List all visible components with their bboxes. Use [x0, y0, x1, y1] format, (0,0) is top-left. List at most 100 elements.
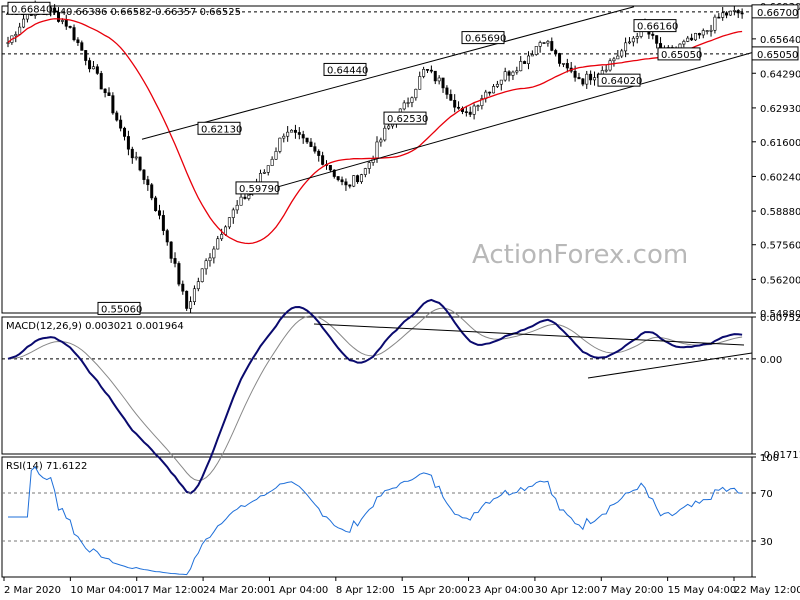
- price-tick-label: 0.64290: [760, 69, 800, 80]
- price-tick-label: 0.60240: [760, 172, 800, 183]
- annotation-box: [597, 73, 641, 87]
- candle-body: [146, 179, 150, 186]
- candle-body: [14, 34, 18, 37]
- candle-body: [243, 196, 247, 199]
- candle-body: [99, 73, 103, 90]
- candles-group: [6, 0, 744, 314]
- candle-body: [655, 35, 659, 44]
- candle-body: [169, 241, 173, 259]
- candle-body: [200, 268, 204, 282]
- candle-body: [270, 158, 274, 166]
- candle-body: [6, 42, 10, 44]
- annotation-box: [7, 1, 51, 15]
- candle-body: [418, 76, 422, 90]
- candle-body: [728, 10, 732, 16]
- annotation-label: 0.65050: [661, 50, 702, 61]
- candle-body: [84, 50, 88, 61]
- candle-body: [192, 288, 196, 302]
- annotation-box: [235, 181, 279, 195]
- candle-body: [301, 134, 305, 139]
- candle-body: [115, 112, 119, 121]
- candle-body: [713, 16, 717, 31]
- rsi-tick-label: 70: [760, 489, 773, 500]
- candle-body: [208, 257, 212, 262]
- macd-pane-border: [1, 316, 753, 455]
- candle-body: [402, 102, 406, 110]
- candle-body: [534, 46, 538, 55]
- candle-body: [216, 238, 220, 250]
- candle-body: [445, 87, 449, 95]
- candle-body: [701, 30, 705, 36]
- hline-price-box: [751, 46, 799, 61]
- annotation-label: 0.62130: [201, 124, 242, 135]
- candle-body: [558, 53, 562, 64]
- candle-body: [526, 55, 530, 64]
- candle-body: [262, 172, 266, 174]
- candle-body: [437, 77, 441, 82]
- x-tick-label: 1 Apr 04:00: [269, 585, 328, 596]
- candle-body: [348, 184, 352, 187]
- candle-body: [317, 150, 321, 156]
- candle-body: [511, 71, 515, 76]
- candle-body: [352, 175, 356, 187]
- candle-body: [429, 69, 433, 72]
- x-tick-label: 10 Mar 04:00: [70, 585, 137, 596]
- candle-body: [220, 234, 224, 240]
- candle-body: [383, 127, 387, 141]
- candle-body: [519, 61, 523, 72]
- candle-body: [593, 77, 597, 81]
- candle-body: [422, 69, 426, 77]
- candle-body: [589, 73, 593, 81]
- candle-body: [18, 26, 22, 35]
- candle-body: [414, 88, 418, 99]
- x-tick-label: 8 Apr 12:00: [336, 585, 395, 596]
- candle-body: [189, 301, 193, 309]
- candle-body: [472, 105, 476, 115]
- price-tick-label: 0.57560: [760, 241, 800, 252]
- candle-body: [476, 105, 480, 107]
- candle-body: [88, 60, 92, 70]
- current-price-label: 0.66700: [757, 8, 798, 19]
- candle-body: [449, 94, 453, 101]
- x-tick-label: 15 May 04:00: [668, 585, 737, 596]
- candle-body: [631, 37, 635, 43]
- candle-body: [499, 79, 503, 85]
- candle-body: [204, 260, 208, 270]
- candle-body: [231, 209, 235, 218]
- candle-body: [142, 169, 146, 180]
- candle-body: [387, 125, 391, 129]
- candle-body: [68, 25, 72, 28]
- rsi-label: RSI(14) 71.6122: [6, 461, 87, 472]
- macd-upper-trendline: [313, 323, 745, 346]
- candle-body: [441, 77, 445, 89]
- annotation-box: [197, 121, 241, 135]
- candle-body: [224, 226, 228, 235]
- candle-body: [274, 151, 278, 160]
- candle-body: [542, 42, 546, 44]
- candle-body: [212, 248, 216, 259]
- candle-body: [406, 102, 410, 104]
- candle-body: [154, 197, 158, 212]
- ohlc-header: 0.66386 0.66582 0.66357 0.66525: [66, 7, 241, 18]
- candle-body: [134, 156, 138, 159]
- candle-body: [123, 127, 127, 137]
- candle-body: [363, 168, 367, 175]
- price-tick-label: 0.65640: [760, 35, 800, 46]
- candle-body: [185, 290, 189, 309]
- candle-body: [72, 27, 76, 41]
- candle-body: [503, 71, 507, 81]
- candle-body: [321, 155, 325, 165]
- candle-body: [95, 66, 99, 74]
- candle-body: [181, 283, 185, 292]
- candle-body: [111, 95, 115, 114]
- candle-body: [612, 58, 616, 62]
- rsi-pane-border: [1, 456, 753, 578]
- candle-body: [515, 70, 519, 73]
- candle-body: [107, 92, 111, 96]
- candle-body: [266, 165, 270, 173]
- candle-body: [356, 175, 360, 183]
- candle-body: [196, 281, 200, 290]
- candle-body: [616, 55, 620, 60]
- annotation-label: 0.66160: [637, 22, 678, 33]
- candle-body: [340, 179, 344, 183]
